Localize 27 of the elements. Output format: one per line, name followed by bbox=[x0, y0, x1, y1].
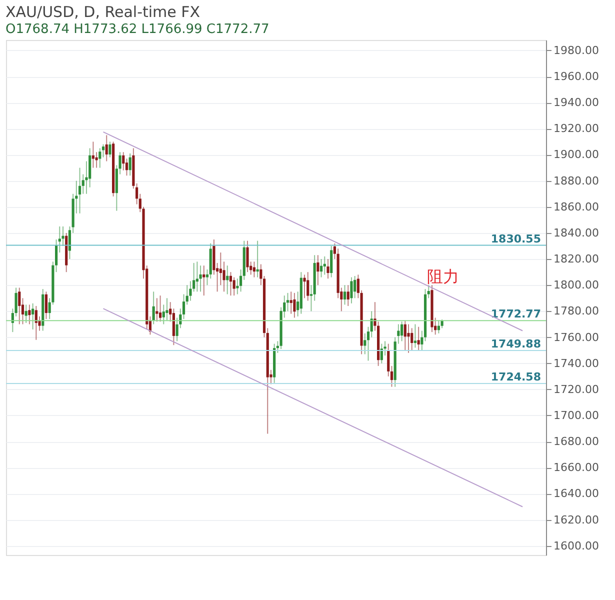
y-tick-label: 1660.00 bbox=[554, 461, 599, 474]
y-tick-label: 1980.00 bbox=[554, 44, 599, 57]
y-tick-label: 1740.00 bbox=[554, 356, 599, 370]
ref-line-label: 1772.77 bbox=[490, 308, 541, 321]
chart-title: XAU/USD, D, Real-time FX bbox=[6, 3, 200, 21]
chart-subtitle: O1768.74 H1773.62 L1766.99 C1772.77 bbox=[6, 22, 270, 37]
y-tick-label: 1760.00 bbox=[554, 330, 599, 344]
y-tick-label: 1920.00 bbox=[554, 122, 599, 136]
y-tick-label: 1840.00 bbox=[554, 226, 599, 240]
y-tick-label: 1780.00 bbox=[554, 304, 599, 318]
y-tick-label: 1620.00 bbox=[554, 513, 599, 526]
ref-line-label: 1724.58 bbox=[490, 370, 541, 384]
ref-line-label: 1749.88 bbox=[490, 337, 541, 350]
y-tick-label: 1900.00 bbox=[554, 148, 599, 162]
y-tick-label: 1820.00 bbox=[554, 252, 599, 266]
y-tick-label: 1880.00 bbox=[554, 174, 599, 188]
y-tick-label: 1700.00 bbox=[554, 408, 599, 422]
y-tick-label: 1960.00 bbox=[554, 70, 599, 84]
y-tick-label: 1940.00 bbox=[554, 96, 599, 110]
y-tick-label: 1600.00 bbox=[554, 539, 599, 552]
y-tick-label: 1640.00 bbox=[554, 487, 599, 500]
annotation: 阻力 bbox=[427, 266, 460, 286]
y-tick-label: 1860.00 bbox=[554, 200, 599, 214]
y-tick-label: 1680.00 bbox=[554, 435, 599, 448]
y-tick-label: 1800.00 bbox=[554, 278, 599, 292]
ref-line-label: 1830.55 bbox=[490, 232, 541, 246]
y-tick-label: 1720.00 bbox=[554, 382, 599, 396]
